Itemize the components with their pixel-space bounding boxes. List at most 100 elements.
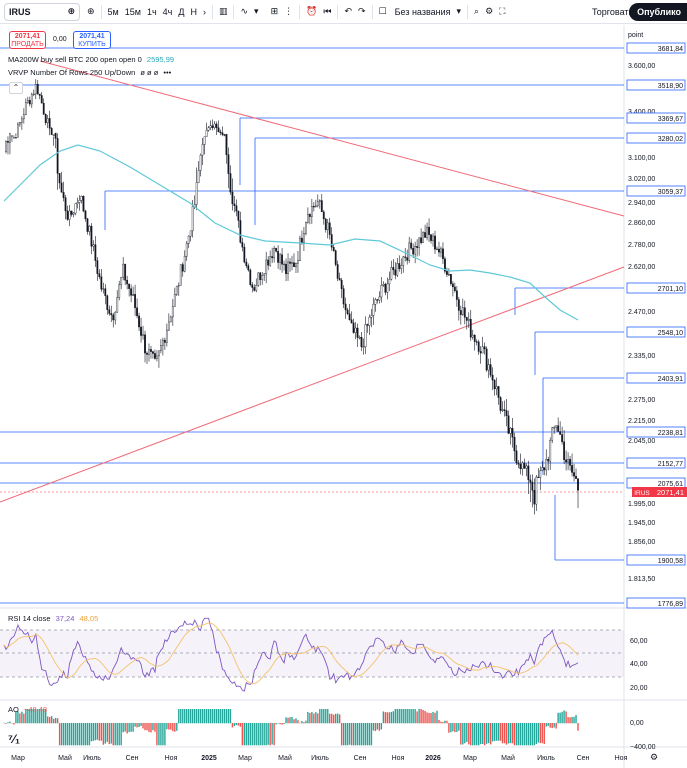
ma-legend[interactable]: MA200W buy sell BTC 200 open open 0 2595… [8, 55, 174, 64]
time-axis[interactable]: Мар Май Июль Сен Ноя 2025 Мар Май Июль Сен Ноя 2026… [11, 754, 627, 762]
candle-body [503, 409, 506, 411]
ao-bar [182, 709, 184, 724]
trend-lines[interactable] [0, 60, 625, 503]
candles-icon[interactable]: ▥ [218, 6, 228, 16]
resistance-trendline[interactable] [39, 60, 625, 217]
ao-bar [126, 723, 128, 734]
ao-bar [384, 712, 387, 724]
candle-body [219, 131, 222, 134]
candle-body [483, 346, 486, 350]
time-tick: 2026 [425, 755, 441, 762]
ao-bar [370, 723, 373, 746]
candle-body [261, 274, 264, 280]
candle-body [545, 459, 548, 471]
candle-body [553, 427, 556, 429]
candle-body [28, 100, 31, 105]
ao-bar [102, 723, 105, 745]
candle-body [158, 350, 160, 357]
vrvp-legend-values: ø ø ø [140, 68, 159, 77]
settings-icon[interactable]: ⚙ [485, 6, 494, 16]
candle-body [56, 138, 59, 174]
symbol-search[interactable]: IRUS ⊕ [4, 2, 80, 21]
ao-bar [253, 723, 255, 746]
fullscreen-icon[interactable]: ⛶ [499, 6, 506, 16]
level-label: 2403,91 [658, 376, 683, 383]
layout-checkbox-icon[interactable]: ☐ [378, 6, 387, 16]
search-icon[interactable]: ⌕ [474, 6, 480, 16]
candle-body [513, 436, 516, 452]
interval-week[interactable]: Н [190, 6, 197, 17]
interval-5m[interactable]: 5м [107, 6, 119, 17]
ao-bar [493, 723, 496, 741]
ao-bar [7, 722, 9, 724]
candle-body [48, 118, 51, 129]
vrvp-legend[interactable]: VRVP Number Of Rows 250 Up/Down ø ø ø ••… [8, 68, 171, 77]
indicators-icon[interactable]: ∿ [240, 6, 249, 16]
ao-legend[interactable]: AO −48,48 [8, 705, 47, 714]
rsi-legend[interactable]: RSI 14 close 37,24 48,05 [8, 614, 98, 623]
level-tag [626, 457, 686, 469]
templates-icon[interactable]: ⊞ [270, 6, 279, 16]
add-symbol-icon[interactable]: ⊕ [87, 6, 95, 16]
alert-icon[interactable]: ⏰ [306, 6, 318, 16]
ao-bar [94, 723, 97, 741]
redo-icon[interactable]: ↷ [357, 6, 366, 16]
buy-button[interactable]: 2071,41 КУПИТЬ [73, 31, 111, 49]
support-trendline[interactable] [0, 266, 625, 503]
candle-body [235, 205, 238, 212]
ao-bar [239, 723, 242, 727]
sell-button[interactable]: 2071,41 ПРОДАТЬ [9, 31, 46, 49]
indicators-dropdown-icon[interactable]: ▾ [254, 6, 259, 16]
replay-icon[interactable]: ⏮ [323, 6, 332, 16]
interval-dropdown-icon[interactable]: › [202, 6, 206, 17]
interval-1h[interactable]: 1ч [146, 6, 157, 17]
trade-button[interactable]: Торговать [592, 7, 634, 17]
layout-name[interactable]: Без названия [394, 6, 451, 17]
ao-bar [247, 723, 250, 746]
level-label: 2075,61 [658, 481, 683, 488]
candle-body [495, 386, 498, 390]
ao-bar [307, 711, 309, 724]
interval-day[interactable]: Д [178, 6, 185, 17]
undo-icon[interactable]: ↶ [344, 6, 352, 16]
level-label: 2548,10 [658, 330, 683, 337]
candle-body [134, 294, 136, 308]
layout-dropdown-icon[interactable]: ▾ [456, 6, 462, 16]
candle-body [112, 314, 115, 321]
time-settings-icon[interactable]: ⚙ [650, 752, 658, 762]
candle-body [563, 441, 566, 460]
more-dots-icon[interactable]: ••• [163, 68, 172, 77]
compare-icon[interactable]: ⊕ [67, 6, 75, 16]
chart-canvas[interactable]: 3.600,003.400,003.200,003.100,003.020,00… [0, 25, 687, 768]
ao-bar [489, 723, 492, 745]
tradingview-logo-icon[interactable]: ⁷⁄₁ [8, 732, 20, 746]
publish-button[interactable]: Опублико [629, 3, 687, 21]
ma-legend-value: 2595,99 [146, 55, 175, 64]
interval-15m[interactable]: 15м [124, 6, 141, 17]
horizontal-levels[interactable] [0, 47, 624, 604]
ao-bar [561, 711, 563, 724]
candle-body [275, 248, 278, 252]
level-labels: 3681,84 3518,90 3369,67 3280,02 3059,37 2701,… [626, 42, 686, 609]
ao-bar [478, 723, 480, 746]
ao-bar [116, 723, 118, 746]
interval-4h[interactable]: 4ч [162, 6, 173, 17]
ao-bar [78, 723, 81, 746]
candle-body [253, 287, 256, 291]
ao-bar [21, 711, 23, 724]
candle-body [70, 210, 73, 215]
divider [337, 4, 339, 19]
chevron-up-icon[interactable]: ⌃ [9, 82, 23, 94]
candle-body [481, 346, 484, 354]
price-tick: 2.780,00 [628, 242, 655, 249]
ao-bar [378, 723, 381, 731]
ao-bar [422, 709, 424, 724]
level-tag [626, 372, 686, 384]
ao-bar [58, 723, 61, 746]
ao-bar [112, 723, 114, 746]
rsi-tick-60: 60,00 [630, 638, 648, 645]
more-icon[interactable]: ⋮ [284, 6, 294, 16]
ao-bar [299, 722, 301, 724]
ao-bar [362, 723, 365, 746]
candle-body [237, 210, 240, 221]
